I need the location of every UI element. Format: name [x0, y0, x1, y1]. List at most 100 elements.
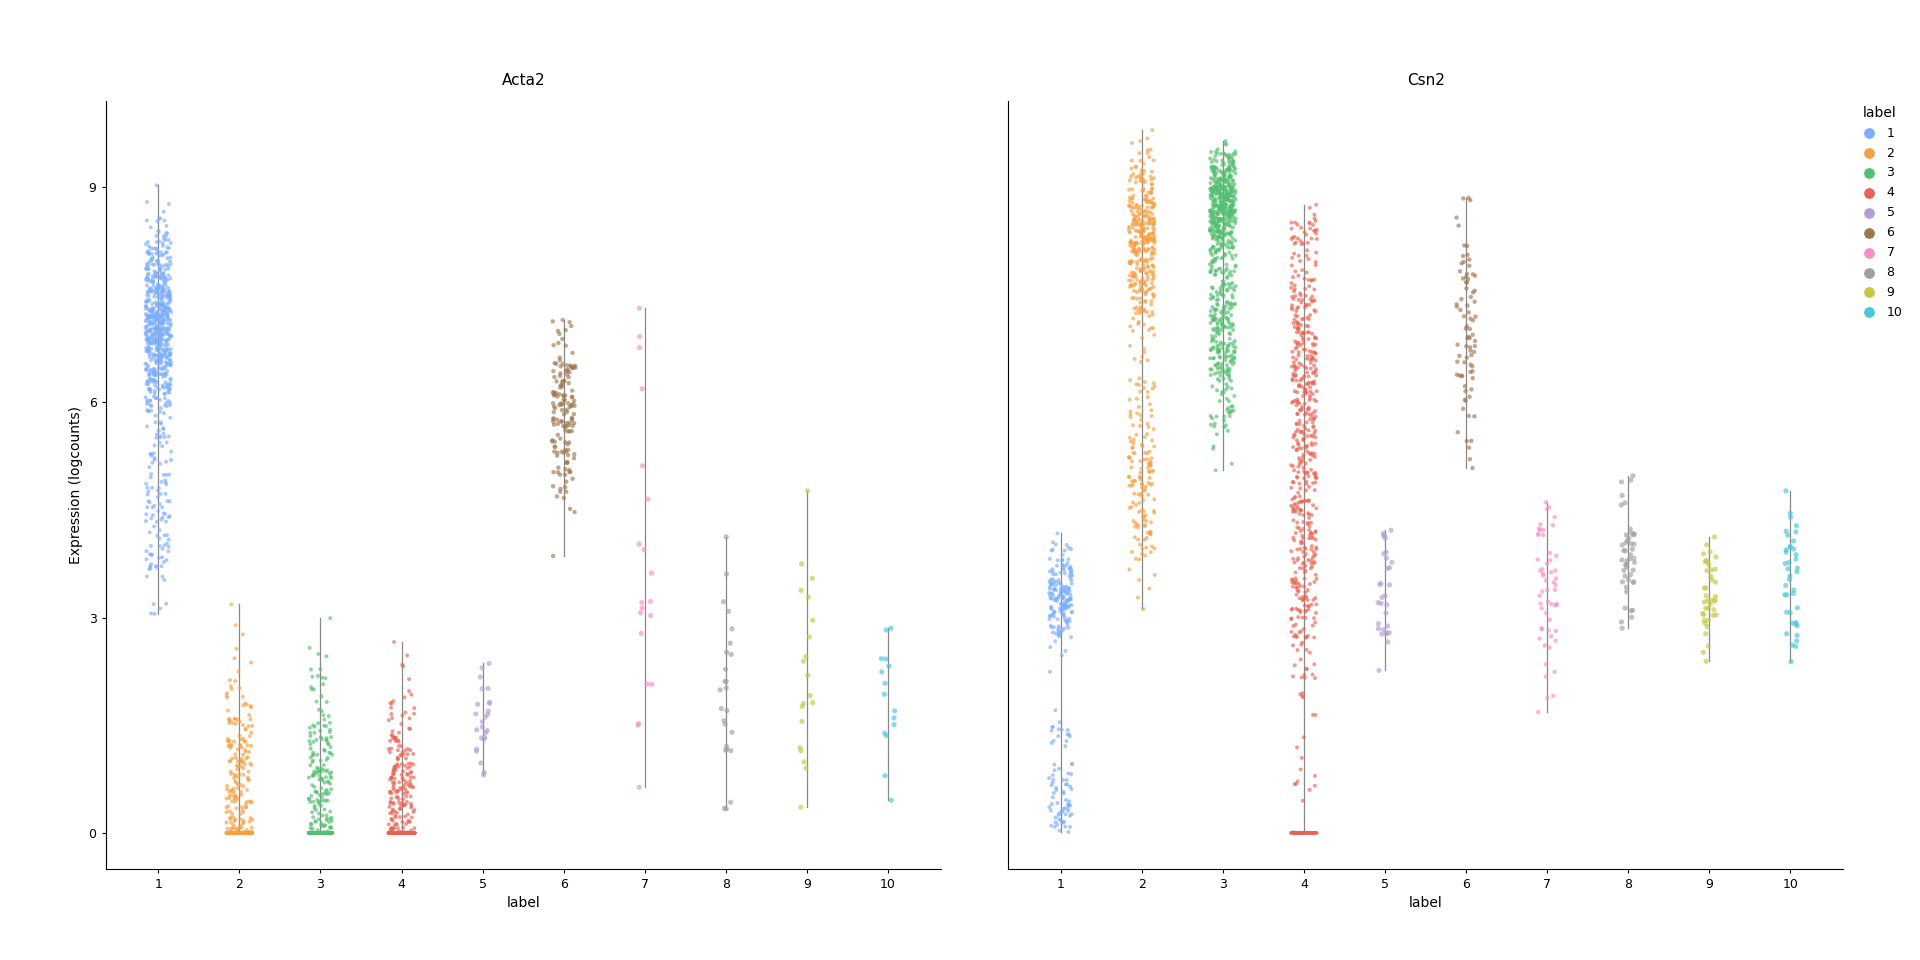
- Point: [1774, 571, 1805, 587]
- Point: [317, 826, 348, 841]
- Point: [1127, 222, 1158, 237]
- Point: [154, 510, 184, 525]
- Point: [1450, 354, 1480, 370]
- Point: [223, 826, 253, 841]
- Point: [1119, 235, 1150, 251]
- Point: [1133, 142, 1164, 157]
- Point: [136, 455, 167, 470]
- Point: [1139, 226, 1169, 241]
- Point: [376, 826, 407, 841]
- Point: [1050, 565, 1081, 581]
- Point: [315, 826, 346, 841]
- Point: [1302, 384, 1332, 399]
- Point: [1204, 324, 1235, 340]
- Point: [154, 346, 184, 361]
- Point: [213, 826, 244, 841]
- Point: [221, 826, 252, 841]
- Point: [1044, 823, 1075, 838]
- Point: [134, 369, 165, 384]
- Point: [1135, 458, 1165, 473]
- Point: [787, 696, 818, 711]
- Point: [1041, 626, 1071, 641]
- Point: [148, 405, 179, 420]
- Point: [1283, 499, 1313, 515]
- Point: [1286, 399, 1317, 415]
- Point: [156, 292, 186, 307]
- Point: [1044, 585, 1075, 600]
- Point: [303, 826, 334, 841]
- Point: [1213, 379, 1244, 395]
- Point: [1452, 350, 1482, 366]
- Point: [1699, 602, 1730, 617]
- Point: [303, 811, 334, 827]
- Point: [1290, 589, 1321, 605]
- Point: [1279, 369, 1309, 384]
- Point: [380, 826, 411, 841]
- Point: [305, 780, 336, 796]
- Point: [150, 257, 180, 273]
- Point: [1135, 465, 1165, 480]
- Point: [1448, 369, 1478, 384]
- Point: [1129, 374, 1160, 390]
- Point: [1688, 607, 1718, 622]
- Point: [1215, 198, 1246, 213]
- Point: [1037, 576, 1068, 591]
- Point: [1215, 200, 1246, 215]
- Point: [219, 767, 250, 782]
- Point: [376, 826, 407, 841]
- Point: [1365, 577, 1396, 592]
- Point: [1131, 188, 1162, 204]
- Point: [211, 826, 242, 841]
- Point: [1196, 219, 1227, 234]
- Point: [219, 794, 250, 809]
- Point: [1196, 187, 1227, 203]
- Point: [1294, 324, 1325, 340]
- Point: [1196, 362, 1227, 377]
- Point: [223, 742, 253, 757]
- Point: [134, 446, 165, 462]
- Point: [236, 826, 267, 841]
- Point: [294, 826, 324, 841]
- Point: [138, 368, 169, 383]
- Point: [557, 397, 588, 413]
- Point: [396, 826, 426, 841]
- Point: [1117, 311, 1148, 326]
- Point: [234, 826, 265, 841]
- Point: [1056, 576, 1087, 591]
- Point: [232, 697, 263, 712]
- Point: [1213, 179, 1244, 194]
- Point: [1135, 142, 1165, 157]
- Point: [1127, 252, 1158, 267]
- Point: [215, 826, 246, 841]
- Point: [1215, 161, 1246, 177]
- Point: [134, 381, 165, 396]
- Point: [540, 440, 570, 455]
- Point: [1202, 293, 1233, 308]
- Point: [217, 826, 248, 841]
- Point: [386, 826, 417, 841]
- Point: [1776, 510, 1807, 525]
- Point: [142, 490, 173, 505]
- Point: [1119, 445, 1150, 461]
- Point: [1210, 246, 1240, 261]
- Point: [793, 667, 824, 683]
- Point: [1135, 477, 1165, 492]
- Point: [1202, 409, 1233, 424]
- Point: [1279, 430, 1309, 445]
- Point: [134, 323, 165, 338]
- Point: [1217, 207, 1248, 223]
- Point: [378, 826, 409, 841]
- Point: [1212, 197, 1242, 212]
- Point: [378, 826, 409, 841]
- Point: [1123, 236, 1154, 252]
- Point: [1125, 229, 1156, 245]
- Point: [144, 297, 175, 312]
- Point: [1133, 352, 1164, 368]
- Point: [146, 416, 177, 431]
- Point: [1198, 229, 1229, 245]
- Point: [1123, 302, 1154, 318]
- Point: [1217, 163, 1248, 179]
- Point: [1052, 599, 1083, 614]
- Point: [1294, 278, 1325, 294]
- Point: [1194, 350, 1225, 366]
